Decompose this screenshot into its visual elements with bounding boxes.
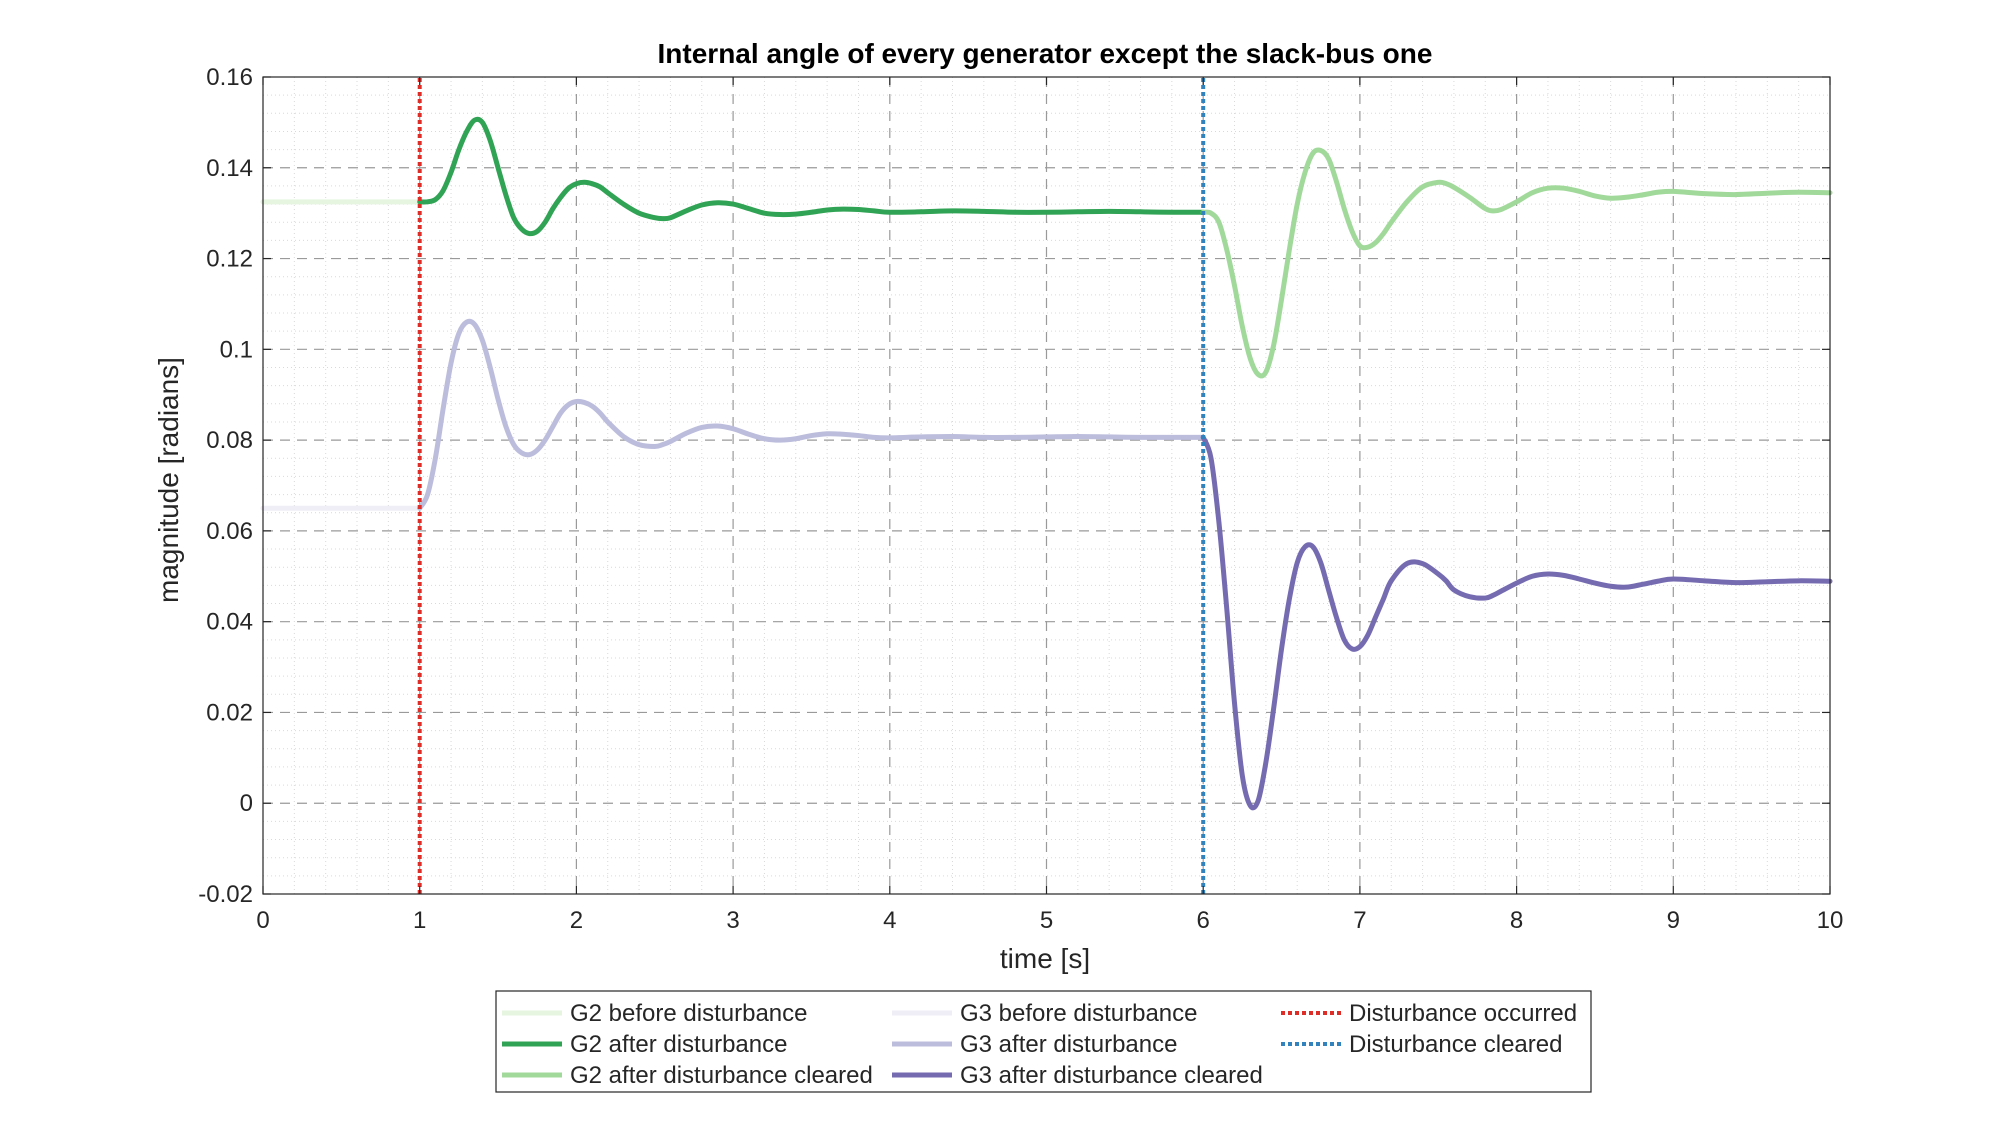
x-tick-label: 1 [413, 907, 426, 934]
y-axis-ticks: -0.02 0 0.02 0.04 0.06 0.08 0.1 0.12 0.14 0.16 [198, 64, 1830, 908]
y-tick-label: 0.16 [206, 64, 253, 91]
legend-entry-label: G3 before disturbance [960, 1000, 1197, 1027]
y-tick-label: 0.1 [220, 336, 253, 363]
y-axis-label: magnitude [radians] [153, 357, 184, 603]
series-line-5 [417, 318, 1206, 511]
legend-entry-label: G3 after disturbance cleared [960, 1062, 1263, 1089]
y-tick-label: 0.06 [206, 518, 253, 545]
y-tick-label: 0 [240, 790, 253, 817]
y-tick-label: 0.02 [206, 699, 253, 726]
legend-entry-label: Disturbance cleared [1349, 1031, 1562, 1058]
legend-entry-label: G3 after disturbance [960, 1031, 1177, 1058]
x-axis-ticks: 0 1 2 3 4 5 6 7 8 9 10 [256, 77, 1843, 934]
x-tick-label: 2 [570, 907, 583, 934]
y-tick-label: 0.08 [206, 427, 253, 454]
series-line-3 [1200, 147, 1833, 379]
legend-entry-label: G2 after disturbance [570, 1031, 787, 1058]
legend-entry-label: G2 before disturbance [570, 1000, 807, 1027]
x-tick-label: 10 [1817, 907, 1844, 934]
x-tick-label: 3 [726, 907, 739, 934]
y-tick-label: 0.04 [206, 609, 253, 636]
y-tick-label: 0.14 [206, 155, 253, 182]
y-tick-label: 0.12 [206, 246, 253, 273]
x-tick-label: 0 [256, 907, 269, 934]
minor-grid [263, 77, 1830, 894]
legend-box [495, 990, 1592, 1093]
y-tick-label: -0.02 [198, 881, 253, 908]
legend-entry-label: G2 after disturbance cleared [570, 1062, 873, 1089]
major-grid [263, 77, 1830, 894]
legend-entry-label: Disturbance occurred [1349, 1000, 1577, 1027]
x-tick-label: 6 [1197, 907, 1210, 934]
series-layer [260, 77, 1833, 894]
x-tick-label: 4 [883, 907, 896, 934]
x-tick-label: 5 [1040, 907, 1053, 934]
series-line-2 [417, 116, 1206, 237]
chart-title: Internal angle of every generator except… [658, 38, 1433, 69]
x-tick-label: 8 [1510, 907, 1523, 934]
series-line-6 [1200, 434, 1833, 811]
x-axis-label: time [s] [1000, 943, 1090, 974]
legend: G2 before disturbance G2 after disturbanc… [495, 990, 1592, 1093]
x-tick-label: 7 [1353, 907, 1366, 934]
x-tick-label: 9 [1667, 907, 1680, 934]
